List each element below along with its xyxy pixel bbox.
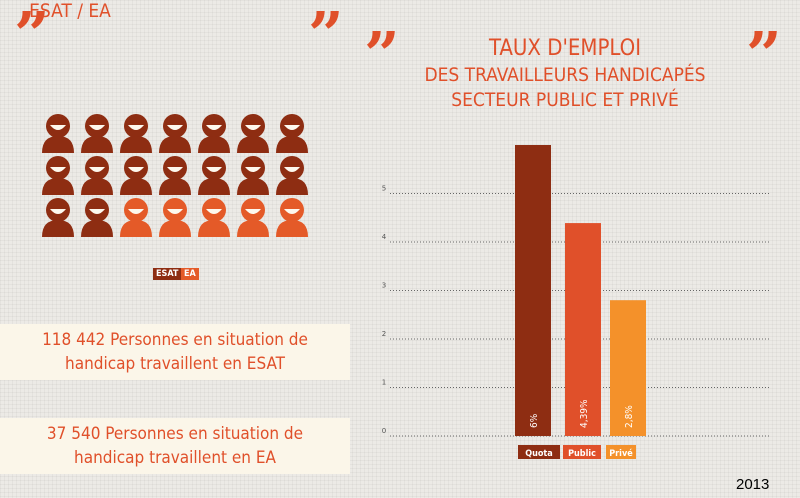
- left-close-quote-icon: ”: [308, 0, 344, 71]
- left-open-quote-icon: ”: [14, 0, 50, 71]
- y-tick-label: 2: [382, 330, 386, 338]
- person-icon: [120, 156, 152, 195]
- legend-quota: Quota: [518, 445, 560, 459]
- y-tick-label: 5: [382, 185, 386, 193]
- legend-privé: Privé: [606, 445, 636, 459]
- legend-public: Public: [563, 445, 601, 459]
- person-icon: [120, 114, 152, 153]
- person-icon: [159, 156, 191, 195]
- year-label: 2013: [736, 476, 770, 493]
- svg-text:Quota: Quota: [525, 449, 553, 459]
- people-grid: [42, 114, 308, 237]
- person-icon: [198, 114, 230, 153]
- legend-ea: EA: [181, 268, 199, 280]
- person-icon: [237, 156, 269, 195]
- y-tick-label: 1: [382, 379, 386, 387]
- esat-stat-line2: handicap travaillent en ESAT: [65, 354, 285, 374]
- person-icon: [276, 198, 308, 237]
- legend-esat: ESAT: [153, 268, 182, 280]
- person-icon: [237, 198, 269, 237]
- bar-data-label: 6%: [529, 413, 540, 428]
- person-icon: [276, 114, 308, 153]
- bar-data-label: 4,39%: [579, 399, 590, 428]
- person-icon: [237, 114, 269, 153]
- person-icon: [42, 198, 74, 237]
- person-icon: [81, 198, 113, 237]
- person-icon: [198, 198, 230, 237]
- person-icon: [198, 156, 230, 195]
- person-icon: [42, 156, 74, 195]
- ea-stat-box: 37 540 Personnes en situation de handica…: [0, 418, 350, 474]
- esat-stat-line1: 118 442 Personnes en situation de: [42, 330, 308, 350]
- bar-data-label: 2,8%: [624, 405, 635, 428]
- bar-privé: [610, 300, 646, 436]
- y-tick-label: 0: [382, 427, 386, 435]
- chart-title-line3: SECTEUR PUBLIC ET PRIVÉ: [451, 89, 679, 111]
- esat-ea-title: ESAT / EA: [29, 0, 111, 22]
- esat-stat-box: 118 442 Personnes en situation de handic…: [0, 324, 350, 380]
- chart-title-line2: DES TRAVAILLEURS HANDICAPÉS: [424, 64, 706, 86]
- svg-text:Public: Public: [568, 449, 596, 459]
- y-tick-label: 3: [382, 282, 386, 290]
- person-icon: [159, 198, 191, 237]
- right-open-quote-icon: ”: [364, 18, 400, 91]
- bar-public: [565, 223, 601, 436]
- ea-stat-line2: handicap travaillent en EA: [74, 448, 276, 468]
- person-icon: [159, 114, 191, 153]
- person-icon: [81, 114, 113, 153]
- right-close-quote-icon: ”: [746, 18, 782, 91]
- y-tick-label: 4: [382, 233, 387, 241]
- person-icon: [120, 198, 152, 237]
- person-icon: [42, 114, 74, 153]
- bar-quota: [515, 145, 551, 436]
- bar-chart: 0 1 2 3 4 5 6% 4,39% 2,8% Quota Public Privé: [382, 145, 770, 459]
- person-icon: [276, 156, 308, 195]
- person-icon: [81, 156, 113, 195]
- ea-stat-line1: 37 540 Personnes en situation de: [46, 424, 304, 444]
- svg-text:Privé: Privé: [609, 448, 633, 459]
- chart-title-line1: TAUX D'EMPLOI: [488, 36, 642, 61]
